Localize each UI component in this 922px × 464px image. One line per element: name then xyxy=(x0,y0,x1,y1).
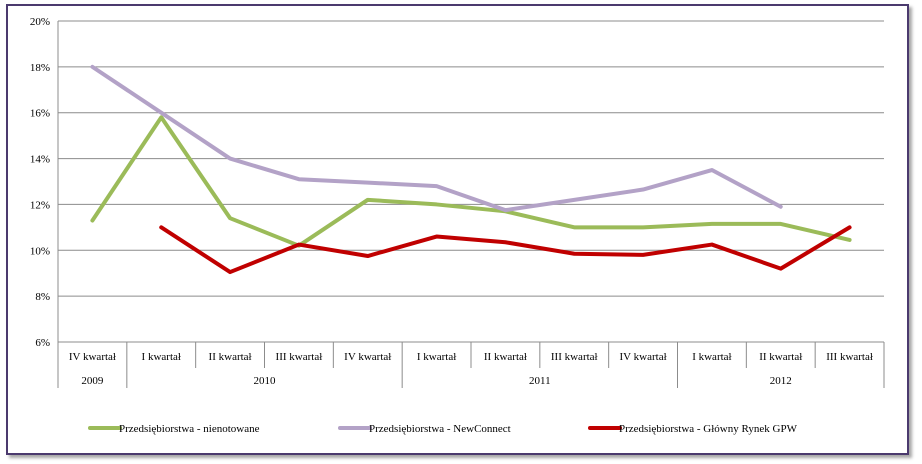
year-label: 2009 xyxy=(81,375,104,387)
y-tick-label: 10% xyxy=(30,245,50,257)
x-tick-label: III kwartał xyxy=(551,351,598,363)
y-tick-label: 16% xyxy=(30,108,50,120)
legend: Przedsiębiorstwa - nienotowane Przedsiębi… xyxy=(88,423,798,435)
x-tick-label: II kwartał xyxy=(484,351,527,363)
y-tick-label: 20% xyxy=(30,16,50,28)
legend-label: Przedsiębiorstwa - NewConnect xyxy=(369,423,511,435)
x-tick-label: III kwartał xyxy=(826,351,873,363)
y-tick-label: 14% xyxy=(30,154,50,166)
x-tick-label: II kwartał xyxy=(209,351,252,363)
series-lines xyxy=(90,64,852,275)
x-tick-label: I kwartał xyxy=(417,351,456,363)
y-tick-label: 6% xyxy=(35,337,50,349)
year-label: 2012 xyxy=(770,375,792,387)
y-axis: 6% 8% 10% 12% 14% 16% 18% 20% xyxy=(30,16,59,349)
legend-label: Przedsiębiorstwa - nienotowane xyxy=(119,423,260,435)
legend-label: Przedsiębiorstwa - Główny Rynek GPW xyxy=(619,423,798,435)
grid-lines xyxy=(58,20,884,343)
chart-frame xyxy=(6,4,909,455)
x-tick-label: IV kwartał xyxy=(620,351,667,363)
year-label: 2011 xyxy=(529,375,551,387)
y-tick-label: 18% xyxy=(30,62,50,74)
x-tick-label: IV kwartał xyxy=(69,351,116,363)
y-tick-label: 8% xyxy=(35,291,50,303)
series-2 xyxy=(159,225,852,275)
year-label: 2010 xyxy=(254,375,277,387)
series-line xyxy=(90,64,783,213)
series-line xyxy=(90,115,852,248)
x-tick-label: IV kwartał xyxy=(344,351,391,363)
x-tick-label: I kwartał xyxy=(142,351,181,363)
x-tick-label: I kwartał xyxy=(692,351,731,363)
x-tick-label: II kwartał xyxy=(759,351,802,363)
x-tick-label: III kwartał xyxy=(276,351,323,363)
series-1 xyxy=(90,64,783,213)
y-tick-label: 12% xyxy=(30,199,50,211)
x-axis: IV kwartał I kwartał II kwartał III kwartał… xyxy=(57,342,885,388)
